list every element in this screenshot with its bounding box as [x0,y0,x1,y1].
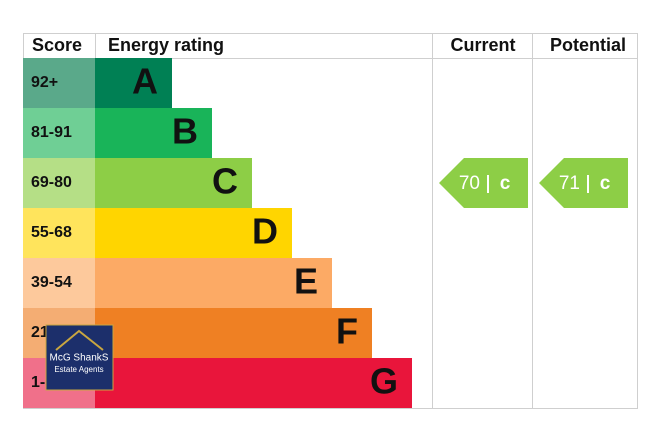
band-letter: D [252,211,278,252]
band-bar [95,108,212,158]
band-letter: B [172,111,198,152]
score-cell [23,158,95,208]
logo-subtitle: Estate Agents [54,365,103,374]
score-label: 69-80 [31,174,72,191]
score-label: 92+ [31,74,58,91]
band-bar [95,208,292,258]
band-bar [95,158,252,208]
band-bar [95,308,372,358]
header-score: Score [32,35,82,55]
band-letter: C [212,161,238,202]
score-cell [23,108,95,158]
band-letter: F [336,311,358,352]
rating-arrow [539,158,628,208]
rating-band: c [600,173,611,194]
logo-roof [55,329,104,351]
header-potential: Potential [550,35,626,55]
score-label: 55-68 [31,224,72,241]
band-letter: A [132,61,158,102]
rating-value: 71 [559,173,580,194]
rating-band: c [500,173,511,194]
ratings: 70 c 71 c [439,158,628,208]
score-label: 81-91 [31,124,72,141]
score-cell [23,208,95,258]
logo-box [45,324,114,391]
score-label: 39-54 [31,274,72,291]
logo: McG ShankS Estate Agents [45,324,114,391]
logo-name: McG ShankS [50,353,109,364]
header-rating: Energy rating [108,35,224,55]
band-letter: G [370,361,398,402]
band-letter: E [294,261,318,302]
rating-arrow [439,158,528,208]
rating-value: 70 [459,173,480,194]
band-bar [95,58,172,108]
score-cell [23,258,95,308]
header-current: Current [450,35,515,55]
band-bar [95,358,412,408]
band-bar [95,258,332,308]
score-cell [23,58,95,108]
